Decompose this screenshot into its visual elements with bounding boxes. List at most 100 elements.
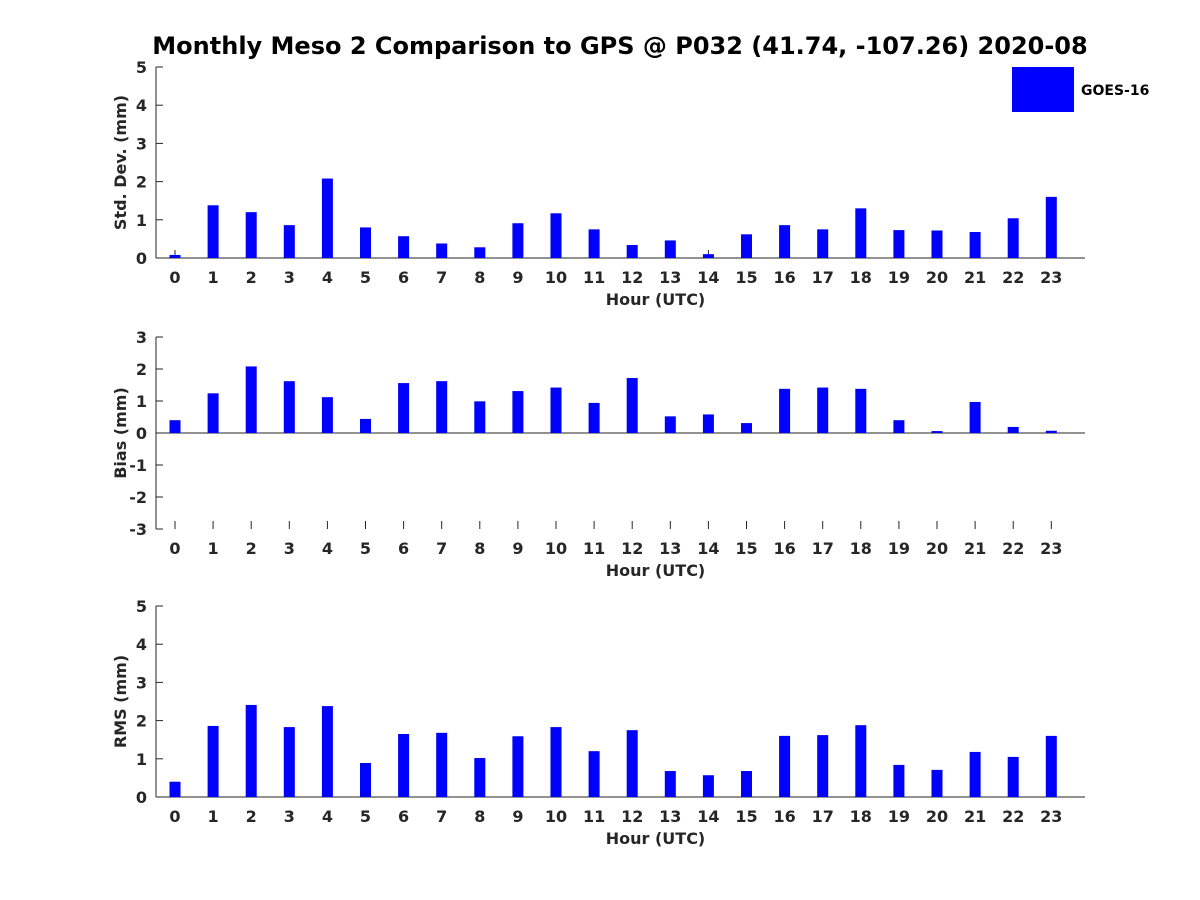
bar (321, 706, 333, 797)
bar (931, 230, 943, 258)
x-tick-label: 2 (246, 268, 257, 287)
x-tick-label: 10 (545, 539, 567, 558)
x-tick-label: 9 (512, 539, 523, 558)
x-tick-label: 14 (697, 807, 719, 826)
bar (512, 736, 524, 797)
y-tick-label: 2 (136, 360, 147, 379)
x-tick-label: 21 (964, 268, 986, 287)
bar (207, 205, 219, 258)
bar (1007, 218, 1019, 258)
bar (626, 730, 638, 797)
bar (779, 735, 791, 797)
x-tick-label: 12 (621, 807, 643, 826)
bar (664, 416, 676, 433)
y-axis-label: Bias (mm) (111, 387, 130, 479)
x-tick-label: 4 (322, 539, 333, 558)
bar (550, 387, 562, 433)
x-tick-label: 12 (621, 539, 643, 558)
x-tick-label: 20 (926, 268, 948, 287)
x-tick-label: 4 (322, 268, 333, 287)
bar (779, 225, 791, 258)
x-tick-label: 1 (208, 539, 219, 558)
y-tick-label: 5 (136, 597, 147, 616)
x-tick-label: 5 (360, 807, 371, 826)
bar (702, 775, 714, 797)
bar (817, 229, 829, 258)
y-tick-label: 1 (136, 392, 147, 411)
bar (245, 212, 257, 258)
bar (474, 247, 486, 258)
bar (550, 213, 562, 258)
y-tick-label: 3 (136, 134, 147, 153)
bar (893, 764, 905, 797)
bar (321, 397, 333, 433)
x-tick-label: 9 (512, 807, 523, 826)
x-tick-label: 18 (850, 539, 872, 558)
x-tick-label: 6 (398, 807, 409, 826)
x-tick-label: 16 (773, 539, 795, 558)
y-tick-label: 0 (136, 424, 147, 443)
bar (588, 229, 600, 258)
bar (664, 771, 676, 797)
x-tick-label: 10 (545, 807, 567, 826)
y-tick-label: 5 (136, 58, 147, 77)
x-tick-label: 11 (583, 539, 605, 558)
x-tick-label: 21 (964, 807, 986, 826)
y-tick-label: 4 (136, 635, 147, 654)
y-axis-label: Std. Dev. (mm) (111, 95, 130, 230)
x-tick-label: 8 (474, 539, 485, 558)
bar (741, 234, 752, 258)
bar (817, 735, 829, 797)
bar (969, 232, 981, 258)
y-tick-label: 0 (136, 788, 147, 807)
bar (169, 420, 181, 433)
x-tick-label: 0 (169, 268, 180, 287)
bar (893, 420, 905, 433)
x-tick-label: 16 (773, 268, 795, 287)
y-tick-label: -2 (129, 488, 147, 507)
bar (512, 223, 524, 258)
bar (931, 769, 943, 797)
bar (169, 254, 181, 258)
bar (588, 402, 600, 433)
x-tick-label: 18 (850, 268, 872, 287)
bar (283, 727, 295, 797)
x-tick-label: 5 (360, 268, 371, 287)
bar (436, 243, 448, 258)
bar (855, 725, 867, 797)
y-tick-label: 2 (136, 173, 147, 192)
bar (1045, 735, 1057, 797)
bar (741, 771, 752, 797)
x-tick-label: 8 (474, 807, 485, 826)
y-tick-label: 4 (136, 96, 147, 115)
x-tick-label: 23 (1040, 539, 1062, 558)
y-tick-label: 2 (136, 712, 147, 731)
x-tick-label: 10 (545, 268, 567, 287)
bar (321, 178, 333, 258)
x-tick-label: 23 (1040, 268, 1062, 287)
bar (931, 431, 943, 433)
bar (207, 393, 219, 433)
x-tick-label: 1 (208, 807, 219, 826)
bar (436, 381, 448, 433)
bar (626, 245, 638, 258)
x-tick-label: 13 (659, 807, 681, 826)
x-tick-label: 20 (926, 807, 948, 826)
bar (360, 227, 371, 258)
x-tick-label: 3 (284, 268, 295, 287)
bar (779, 388, 791, 433)
x-tick-label: 4 (322, 807, 333, 826)
y-tick-label: 1 (136, 211, 147, 230)
bar (893, 230, 905, 258)
bar (588, 751, 600, 797)
legend-swatch (1012, 67, 1074, 112)
x-tick-label: 3 (284, 807, 295, 826)
x-tick-label: 11 (583, 807, 605, 826)
x-tick-label: 13 (659, 268, 681, 287)
bar (702, 254, 714, 258)
x-tick-label: 14 (697, 539, 719, 558)
y-tick-label: -1 (129, 456, 147, 475)
